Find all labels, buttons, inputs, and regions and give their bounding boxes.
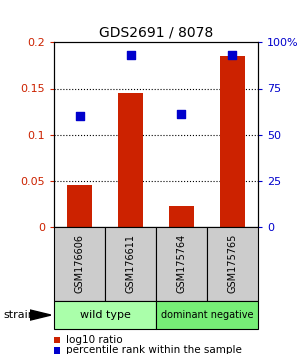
Point	[77, 113, 82, 119]
Bar	[156, 301, 258, 329]
Text: log10 ratio: log10 ratio	[66, 335, 123, 345]
Text: dominant negative: dominant negative	[161, 310, 253, 320]
Text: GSM176606: GSM176606	[74, 234, 85, 293]
Text: GSM175764: GSM175764	[176, 234, 187, 293]
Text: strain: strain	[3, 310, 35, 320]
Bar	[105, 227, 156, 301]
Point	[230, 52, 235, 58]
Text: wild type: wild type	[80, 310, 130, 320]
Bar	[54, 227, 105, 301]
Polygon shape	[30, 310, 51, 320]
Text: percentile rank within the sample: percentile rank within the sample	[66, 346, 242, 354]
Bar	[207, 227, 258, 301]
Text: GSM176611: GSM176611	[125, 234, 136, 293]
Bar	[169, 206, 194, 227]
Point	[179, 112, 184, 117]
Bar	[156, 227, 207, 301]
Bar	[67, 185, 92, 227]
Text: GSM175765: GSM175765	[227, 234, 238, 293]
Bar	[54, 301, 156, 329]
Point	[128, 52, 133, 58]
Bar	[220, 56, 245, 227]
Bar	[118, 93, 143, 227]
Title: GDS2691 / 8078: GDS2691 / 8078	[99, 26, 213, 40]
